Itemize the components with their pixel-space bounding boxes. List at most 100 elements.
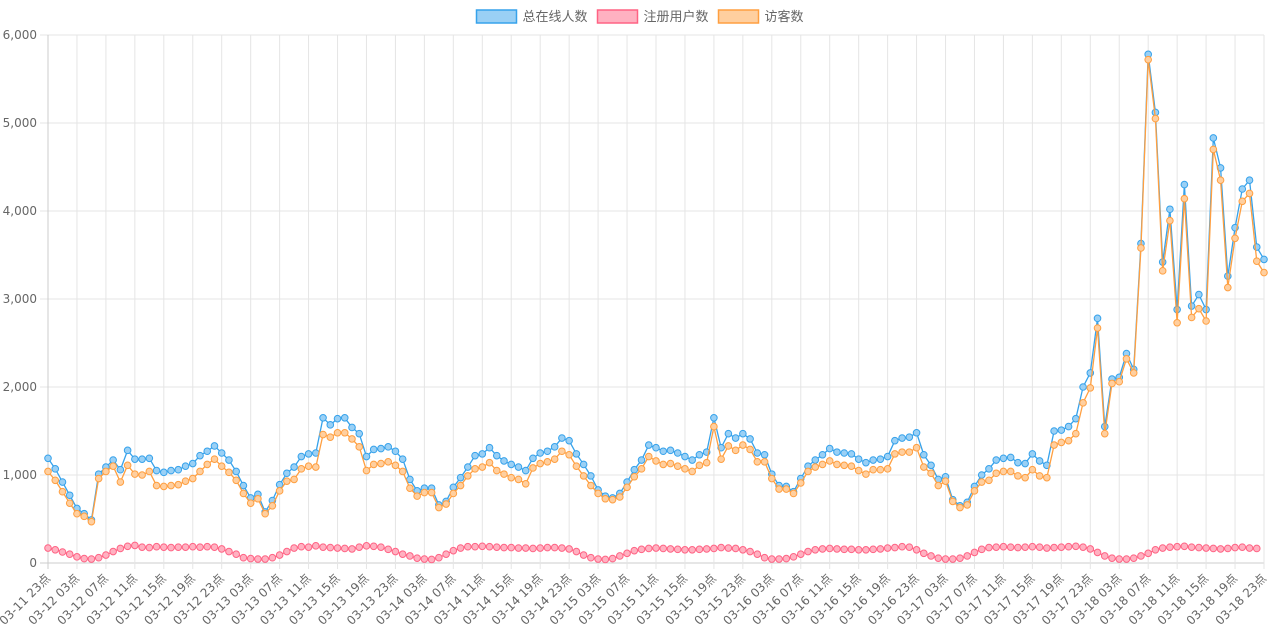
data-point[interactable] xyxy=(891,543,899,552)
data-point[interactable] xyxy=(1122,555,1131,563)
data-point[interactable] xyxy=(1245,176,1254,184)
data-point[interactable] xyxy=(652,443,660,452)
data-point[interactable] xyxy=(985,476,993,485)
data-point[interactable] xyxy=(507,460,516,469)
data-point[interactable] xyxy=(623,483,631,492)
data-point[interactable] xyxy=(478,542,487,551)
data-point[interactable] xyxy=(644,544,653,553)
data-point[interactable] xyxy=(558,544,566,552)
data-point[interactable] xyxy=(1151,114,1160,123)
data-point[interactable] xyxy=(196,543,204,551)
data-point[interactable] xyxy=(796,479,805,487)
data-point[interactable] xyxy=(1021,473,1029,482)
data-point[interactable] xyxy=(768,474,776,483)
data-point[interactable] xyxy=(601,494,610,503)
data-point[interactable] xyxy=(970,487,979,495)
data-point[interactable] xyxy=(977,471,986,479)
data-point[interactable] xyxy=(927,469,935,478)
data-point[interactable] xyxy=(1093,324,1102,332)
data-point[interactable] xyxy=(572,547,581,556)
data-point[interactable] xyxy=(695,450,704,459)
data-point[interactable] xyxy=(1151,546,1160,554)
data-point[interactable] xyxy=(94,474,103,483)
data-point[interactable] xyxy=(485,458,494,467)
data-point[interactable] xyxy=(398,550,407,559)
data-point[interactable] xyxy=(73,553,81,561)
data-point[interactable] xyxy=(340,544,349,553)
data-point[interactable] xyxy=(1014,543,1022,552)
data-point[interactable] xyxy=(616,493,624,501)
data-point[interactable] xyxy=(369,445,378,454)
data-point[interactable] xyxy=(1245,544,1254,552)
legend-item[interactable]: 注册用户数 xyxy=(596,9,709,25)
data-point[interactable] xyxy=(948,497,957,506)
data-point[interactable] xyxy=(963,501,972,509)
data-point[interactable] xyxy=(232,550,240,559)
data-point[interactable] xyxy=(210,455,219,463)
data-point[interactable] xyxy=(485,542,494,551)
data-point[interactable] xyxy=(1252,544,1261,553)
data-point[interactable] xyxy=(1014,472,1022,480)
data-point[interactable] xyxy=(138,543,146,551)
data-point[interactable] xyxy=(724,429,733,438)
data-point[interactable] xyxy=(985,465,993,473)
data-point[interactable] xyxy=(608,495,617,504)
data-point[interactable] xyxy=(471,465,479,473)
data-point[interactable] xyxy=(1216,176,1225,184)
data-point[interactable] xyxy=(297,465,306,473)
data-point[interactable] xyxy=(58,478,67,486)
data-point[interactable] xyxy=(203,460,212,469)
data-point[interactable] xyxy=(869,465,877,474)
data-point[interactable] xyxy=(673,462,682,471)
data-point[interactable] xyxy=(1238,543,1247,551)
data-point[interactable] xyxy=(449,489,458,498)
data-point[interactable] xyxy=(550,543,559,552)
data-point[interactable] xyxy=(210,442,219,450)
data-point[interactable] xyxy=(1209,134,1218,142)
data-point[interactable] xyxy=(1216,545,1225,553)
data-point[interactable] xyxy=(492,451,501,460)
data-point[interactable] xyxy=(594,555,602,563)
data-point[interactable] xyxy=(1115,555,1124,563)
data-point[interactable] xyxy=(739,546,747,554)
data-point[interactable] xyxy=(138,471,146,479)
data-point[interactable] xyxy=(326,543,335,552)
data-point[interactable] xyxy=(514,475,523,484)
data-point[interactable] xyxy=(920,549,928,558)
data-point[interactable] xyxy=(753,550,762,559)
data-point[interactable] xyxy=(1195,543,1203,552)
data-point[interactable] xyxy=(225,456,233,464)
data-point[interactable] xyxy=(87,555,96,563)
data-point[interactable] xyxy=(543,458,552,466)
data-point[interactable] xyxy=(623,549,631,558)
data-point[interactable] xyxy=(847,545,856,554)
data-point[interactable] xyxy=(1086,545,1095,553)
data-point[interactable] xyxy=(789,553,798,561)
data-point[interactable] xyxy=(1260,255,1268,264)
data-point[interactable] xyxy=(1006,453,1015,462)
data-point[interactable] xyxy=(58,548,67,556)
data-point[interactable] xyxy=(44,467,52,476)
data-point[interactable] xyxy=(102,551,110,559)
data-point[interactable] xyxy=(1050,441,1058,449)
data-point[interactable] xyxy=(992,469,1000,478)
data-point[interactable] xyxy=(587,481,595,490)
data-point[interactable] xyxy=(174,543,183,551)
data-point[interactable] xyxy=(934,554,943,562)
data-point[interactable] xyxy=(652,544,660,552)
data-point[interactable] xyxy=(181,462,190,471)
data-point[interactable] xyxy=(449,483,458,492)
data-point[interactable] xyxy=(312,542,320,550)
data-point[interactable] xyxy=(290,463,298,471)
data-point[interactable] xyxy=(811,456,820,464)
data-point[interactable] xyxy=(804,467,812,476)
data-point[interactable] xyxy=(796,550,805,559)
data-point[interactable] xyxy=(225,547,233,556)
data-point[interactable] xyxy=(558,434,566,442)
data-point[interactable] xyxy=(152,542,161,551)
data-point[interactable] xyxy=(905,433,914,441)
data-point[interactable] xyxy=(268,502,277,510)
data-point[interactable] xyxy=(1122,355,1131,363)
data-point[interactable] xyxy=(1021,543,1029,551)
data-point[interactable] xyxy=(681,452,689,461)
